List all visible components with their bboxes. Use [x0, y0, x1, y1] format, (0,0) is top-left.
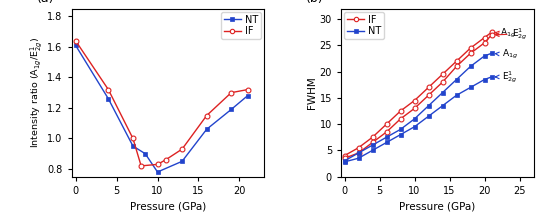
- NT: [72, 44, 79, 47]
- IF: [397, 110, 404, 112]
- IF: [369, 136, 376, 139]
- NT: [467, 65, 474, 68]
- IF: [162, 158, 169, 161]
- Text: (a): (a): [37, 0, 54, 5]
- IF: [138, 165, 145, 167]
- IF: [105, 88, 112, 91]
- NT: [425, 104, 432, 107]
- NT: [341, 160, 348, 162]
- X-axis label: Pressure (GPa): Pressure (GPa): [399, 201, 475, 211]
- Line: IF: IF: [73, 38, 250, 168]
- NT: [142, 152, 148, 155]
- IF: [341, 154, 348, 157]
- IF: [481, 36, 488, 39]
- IF: [130, 137, 136, 140]
- IF: [411, 99, 418, 102]
- IF: [439, 73, 446, 76]
- NT: [383, 136, 390, 139]
- NT: [105, 97, 112, 100]
- IF: [453, 60, 460, 63]
- Line: NT: NT: [73, 43, 250, 174]
- NT: [154, 171, 161, 173]
- NT: [355, 152, 362, 154]
- IF: [154, 163, 161, 166]
- Y-axis label: FWHM: FWHM: [307, 76, 317, 109]
- NT: [179, 160, 185, 163]
- NT: [481, 55, 488, 57]
- Text: A$_{1g}$: A$_{1g}$: [496, 48, 518, 61]
- NT: [204, 128, 210, 131]
- IF: [355, 146, 362, 149]
- NT: [411, 118, 418, 120]
- IF: [467, 47, 474, 49]
- Text: E$^1_{2g}$: E$^1_{2g}$: [496, 69, 518, 85]
- IF: [244, 88, 251, 91]
- NT: [397, 128, 404, 131]
- Legend: IF, NT: IF, NT: [344, 12, 384, 39]
- NT: [244, 94, 251, 97]
- NT: [130, 145, 136, 147]
- Text: E$^1_{2g}$: E$^1_{2g}$: [496, 26, 528, 42]
- X-axis label: Pressure (GPa): Pressure (GPa): [130, 201, 206, 211]
- NT: [453, 78, 460, 81]
- IF: [204, 114, 210, 117]
- NT: [228, 108, 234, 111]
- Legend: NT, IF: NT, IF: [221, 12, 261, 39]
- NT: [488, 52, 495, 55]
- Text: A$_{1g}$: A$_{1g}$: [494, 27, 516, 41]
- IF: [383, 123, 390, 125]
- IF: [425, 86, 432, 89]
- IF: [179, 148, 185, 150]
- Line: NT: NT: [342, 51, 494, 163]
- Y-axis label: Intensity ratio (A$_{1g}$/E$^1_{2g}$): Intensity ratio (A$_{1g}$/E$^1_{2g}$): [29, 37, 45, 148]
- NT: [439, 91, 446, 94]
- IF: [72, 39, 79, 42]
- NT: [369, 144, 376, 146]
- Line: IF: IF: [342, 30, 494, 158]
- Text: (b): (b): [306, 0, 324, 5]
- IF: [488, 31, 495, 34]
- IF: [228, 91, 234, 94]
